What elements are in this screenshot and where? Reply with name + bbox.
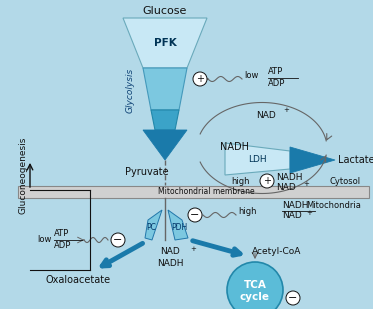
- Text: PDH: PDH: [171, 223, 187, 232]
- Text: NAD: NAD: [256, 111, 276, 120]
- Polygon shape: [143, 130, 187, 160]
- Text: Lactate: Lactate: [338, 155, 373, 165]
- Polygon shape: [290, 147, 335, 173]
- Text: Pyruvate: Pyruvate: [125, 167, 169, 177]
- Text: Oxaloacetate: Oxaloacetate: [46, 275, 110, 285]
- Text: +: +: [263, 176, 271, 186]
- Circle shape: [260, 174, 274, 188]
- Text: NAD: NAD: [276, 183, 296, 192]
- Text: ATP: ATP: [268, 66, 283, 75]
- Text: TCA: TCA: [244, 280, 266, 290]
- Text: Mitochondria: Mitochondria: [306, 201, 361, 210]
- Circle shape: [193, 72, 207, 86]
- Text: PFK: PFK: [154, 38, 176, 48]
- Circle shape: [286, 291, 300, 305]
- Text: ADP: ADP: [54, 242, 71, 251]
- Text: +: +: [196, 74, 204, 84]
- Text: high: high: [238, 208, 257, 217]
- Text: LDH: LDH: [248, 155, 266, 164]
- Bar: [18, 186, 369, 198]
- Text: Glycolysis: Glycolysis: [125, 67, 135, 112]
- Text: Cytosol: Cytosol: [330, 176, 361, 185]
- Text: cycle: cycle: [240, 292, 270, 302]
- Polygon shape: [168, 210, 188, 240]
- Text: low: low: [244, 70, 258, 79]
- Text: +: +: [303, 181, 309, 187]
- Text: NADH: NADH: [157, 260, 183, 269]
- Text: −: −: [288, 293, 298, 303]
- Polygon shape: [123, 18, 207, 68]
- Text: ATP: ATP: [54, 228, 69, 238]
- Text: Acetyl-CoA: Acetyl-CoA: [252, 248, 301, 256]
- Text: Glucose: Glucose: [143, 6, 187, 16]
- Polygon shape: [225, 143, 290, 175]
- Text: Mitochondrial membrane: Mitochondrial membrane: [158, 188, 255, 197]
- Text: NAD: NAD: [282, 211, 302, 221]
- Text: NADH: NADH: [220, 142, 249, 152]
- Polygon shape: [143, 68, 187, 110]
- Text: PC: PC: [146, 223, 156, 232]
- Circle shape: [227, 262, 283, 309]
- Text: Gluconeogenesis: Gluconeogenesis: [19, 136, 28, 214]
- Polygon shape: [145, 210, 162, 240]
- Text: +: +: [190, 246, 196, 252]
- Text: +: +: [283, 107, 289, 113]
- Text: NAD: NAD: [160, 248, 180, 256]
- Text: high: high: [232, 177, 250, 187]
- Text: −: −: [113, 235, 123, 245]
- Text: −: −: [190, 210, 200, 220]
- Polygon shape: [151, 110, 179, 130]
- Text: NADH: NADH: [282, 201, 308, 210]
- Text: NADH: NADH: [276, 172, 303, 181]
- Text: +: +: [306, 210, 312, 216]
- Text: low: low: [38, 235, 52, 243]
- Text: ADP: ADP: [268, 79, 285, 88]
- Circle shape: [111, 233, 125, 247]
- Circle shape: [188, 208, 202, 222]
